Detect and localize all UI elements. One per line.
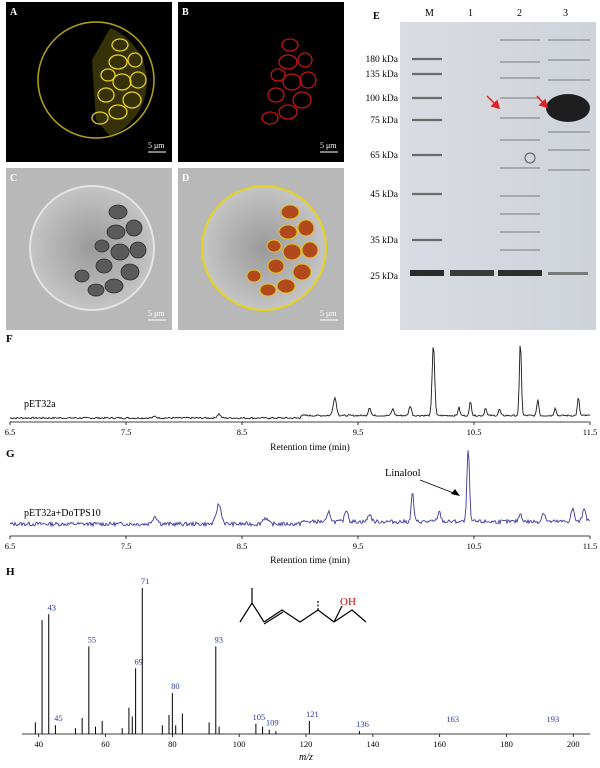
marker-100: 100 kDa <box>366 94 399 104</box>
panel-F: F pET32a 6.5 7.5 8.5 9.5 10.5 11.5 Retention … <box>5 333 598 453</box>
lane-label-M: M <box>425 8 434 19</box>
trace-label-G: pET32a+DoTPS10 <box>24 508 101 519</box>
marker-180: 180 kDa <box>366 55 399 65</box>
panel-letter-D: D <box>182 173 189 184</box>
x-ticks-H: 40 60 80 100 120 140 160 180 200 <box>34 734 580 749</box>
lane-label-2: 2 <box>517 8 522 19</box>
x-tick-label-0: 6.5 <box>5 427 16 437</box>
x-axis-label-F: Retention time (min) <box>270 442 350 453</box>
linalool-structure <box>239 588 367 625</box>
ms-peak-label-193: 193 <box>547 714 560 724</box>
ms-tick-label-4: 120 <box>300 739 313 749</box>
panel-letter-C: C <box>10 173 17 184</box>
ms-tick-label-8: 200 <box>567 739 580 749</box>
x-tick-label-2: 8.5 <box>237 541 248 551</box>
oh-label: OH <box>340 596 356 608</box>
panel-letter-E: E <box>373 11 380 22</box>
x-ticks-F: 6.5 7.5 8.5 9.5 10.5 11.5 <box>5 422 598 437</box>
ms-tick-label-0: 40 <box>34 739 43 749</box>
panel-letter-H: H <box>6 566 15 578</box>
ms-tick-label-1: 60 <box>101 739 110 749</box>
ms-peak-label-43: 43 <box>47 602 56 612</box>
trace-label-F: pET32a <box>24 399 56 410</box>
x-tick-label-3: 9.5 <box>353 541 364 551</box>
ms-tick-label-6: 160 <box>433 739 446 749</box>
x-tick-label-5: 11.5 <box>583 541 598 551</box>
ms-peak-label-71: 71 <box>141 576 150 586</box>
x-tick-label-1: 7.5 <box>121 427 132 437</box>
ms-tick-label-3: 100 <box>233 739 246 749</box>
scale-bar-B: 5 μm <box>320 141 337 150</box>
x-tick-label-2: 8.5 <box>237 427 248 437</box>
linalool-annotation: Linalool <box>385 468 421 479</box>
marker-25: 25 kDa <box>370 272 398 282</box>
panel-letter-F: F <box>6 333 13 345</box>
ms-peak-label-93: 93 <box>215 634 224 644</box>
lane-label-3: 3 <box>563 8 568 19</box>
panel-D: D 5 μm <box>178 168 344 330</box>
x-tick-label-5: 11.5 <box>583 427 598 437</box>
marker-75: 75 kDa <box>370 116 398 126</box>
x-ticks-G: 6.5 7.5 8.5 9.5 10.5 11.5 <box>5 536 598 551</box>
ms-peak-label-55: 55 <box>88 634 97 644</box>
ms-peak-label-109: 109 <box>266 718 279 728</box>
scale-bar-D: 5 μm <box>320 309 337 318</box>
panel-C: C 5 μm <box>6 168 172 330</box>
scale-bar-C: 5 μm <box>148 309 165 318</box>
lane-label-1: 1 <box>468 8 473 19</box>
panel-E-gel: E M 1 2 3 180 kDa 135 kDa 100 kDa 75 kDa… <box>366 8 596 330</box>
marker-135: 135 kDa <box>366 70 399 80</box>
panel-letter-A: A <box>10 7 18 18</box>
x-tick-label-3: 9.5 <box>353 427 364 437</box>
marker-35: 35 kDa <box>370 236 398 246</box>
ms-peak-label-80: 80 <box>171 681 180 691</box>
marker-45: 45 kDa <box>370 190 398 200</box>
x-tick-label-0: 6.5 <box>5 541 16 551</box>
marker-65: 65 kDa <box>370 151 398 161</box>
panel-B: B 5 μm <box>178 2 344 162</box>
ms-peak-label-69: 69 <box>134 656 143 666</box>
ms-peak-label-121: 121 <box>306 709 319 719</box>
ms-peak-label-45: 45 <box>54 713 63 723</box>
panel-letter-B: B <box>182 7 189 18</box>
ms-tick-label-2: 80 <box>168 739 177 749</box>
ms-peak-label-105: 105 <box>253 712 266 722</box>
panel-G: G pET32a+DoTPS10 Linalool 6.5 7.5 8.5 9.5 10… <box>5 448 598 566</box>
ms-tick-label-7: 180 <box>500 739 513 749</box>
chromatogram-G-line <box>9 450 591 528</box>
x-axis-label-G: Retention time (min) <box>270 555 350 566</box>
scale-bar-A: 5 μm <box>148 141 165 150</box>
chromatogram-F-line <box>9 345 591 420</box>
x-tick-label-4: 10.5 <box>467 427 482 437</box>
ms-peak-label-136: 136 <box>356 719 369 729</box>
ms-tick-label-5: 140 <box>366 739 379 749</box>
ms-peak-label-163: 163 <box>446 714 459 724</box>
x-tick-label-4: 10.5 <box>467 541 482 551</box>
panel-letter-G: G <box>6 448 15 460</box>
x-axis-label-H: m/z <box>299 752 313 763</box>
x-tick-label-1: 7.5 <box>121 541 132 551</box>
panel-A: A 5 μm <box>6 2 172 162</box>
